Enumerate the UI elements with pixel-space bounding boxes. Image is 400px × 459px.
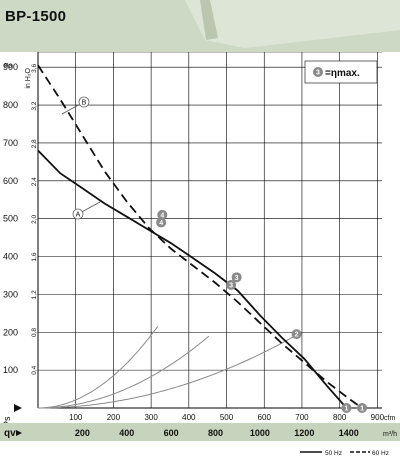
y-axis-title: Ps	[2, 416, 12, 427]
x-tick-label: 600	[164, 428, 179, 438]
operating-point-label: 2	[295, 332, 299, 339]
operating-point-label: 1	[360, 406, 364, 413]
y2-tick-label: 0,4	[31, 365, 38, 374]
label-circle-b	[78, 96, 90, 108]
operating-point-label: 4	[160, 212, 164, 219]
y2-tick-label: 1,6	[31, 252, 38, 261]
x-axis-title: qv	[4, 428, 16, 439]
operating-point-marker	[341, 403, 352, 413]
x2-tick-label: 200	[107, 413, 121, 422]
label-text-b: B	[82, 100, 87, 107]
x-unit-label: m³/h	[383, 431, 397, 438]
y-tick-label: 200	[3, 327, 18, 337]
x2-tick-label: 400	[182, 413, 196, 422]
x2-unit-label: cfm	[384, 415, 395, 422]
operating-point-marker	[357, 403, 368, 413]
x2-tick-label: 100	[69, 413, 83, 422]
y2-tick-label: 2,4	[31, 177, 38, 186]
legend-text-60hz: 60 Hz	[372, 450, 389, 457]
y2-tick-label: 1,2	[31, 290, 38, 299]
x-tick-label: 200	[75, 428, 90, 438]
y-unit-label: Pa	[4, 63, 13, 70]
x2-tick-label: 300	[144, 413, 158, 422]
y2-tick-label: 2,0	[31, 214, 38, 223]
label-text-a: A	[76, 212, 81, 219]
x2-tick-label: 500	[220, 413, 234, 422]
x-axis-arrow-icon	[16, 430, 22, 436]
fan-performance-chart: Pa in H₂O 100 200 300 400 500 600 700 800 900 0,4 0,…	[0, 52, 400, 457]
y2-tick-label: 2,8	[31, 139, 38, 148]
x-tick-label: 1000	[250, 428, 270, 438]
label-circle-a	[72, 208, 84, 220]
y2-tick-label: 3,6	[31, 63, 38, 72]
x2-tick-label: 800	[333, 413, 347, 422]
banner-device-shadow	[185, 0, 400, 48]
y-tick-label: 500	[3, 214, 18, 224]
y2-tick-label: 3,2	[31, 101, 38, 110]
operating-point-label: 1	[345, 406, 349, 413]
x2-tick-label: 700	[295, 413, 309, 422]
y-axis-arrow-icon	[14, 404, 22, 412]
y-tick-label: 400	[3, 252, 18, 262]
operating-point-label: 4	[159, 220, 163, 227]
plot-area	[38, 52, 382, 408]
x-tick-label: 1200	[294, 428, 314, 438]
y-tick-label: 100	[3, 365, 18, 375]
legend-text-50hz: 50 Hz	[325, 450, 342, 457]
efficiency-note-box	[304, 60, 378, 84]
y2-unit-label: in H₂O	[25, 67, 32, 88]
x-tick-label: 800	[208, 428, 223, 438]
y-tick-label: 300	[3, 289, 18, 299]
operating-point-marker	[226, 279, 237, 290]
efficiency-note-marker	[313, 67, 323, 77]
fan-curve-b	[37, 64, 363, 409]
x-tick-label: 400	[119, 428, 134, 438]
system-curve	[38, 335, 210, 409]
x2-tick-label: 600	[258, 413, 272, 422]
y-tick-label: 700	[3, 138, 18, 148]
y-tick-label: 600	[3, 176, 18, 186]
y-tick-label: 800	[3, 100, 18, 110]
operating-point-marker	[291, 329, 302, 340]
efficiency-note-text: =ηmax.	[325, 68, 360, 79]
fan-curve-a	[37, 149, 348, 409]
system-curve	[38, 335, 296, 409]
x-tick-label: 1400	[339, 428, 359, 438]
x-axis-band	[0, 423, 400, 441]
header-banner	[0, 0, 400, 52]
operating-point-marker	[231, 272, 242, 283]
operating-point-marker	[157, 209, 168, 220]
operating-point-marker	[156, 217, 167, 228]
system-curve	[38, 326, 159, 409]
y-tick-label: 900	[3, 62, 18, 72]
page-title: BP-1500	[5, 8, 67, 25]
x2-tick-label: 900	[371, 413, 385, 422]
banner-device-edge	[200, 0, 218, 40]
efficiency-note-marker-label: 3	[316, 70, 320, 77]
operating-point-label: 3	[229, 282, 233, 289]
y2-tick-label: 0,8	[31, 328, 38, 337]
operating-point-label: 3	[235, 275, 239, 282]
